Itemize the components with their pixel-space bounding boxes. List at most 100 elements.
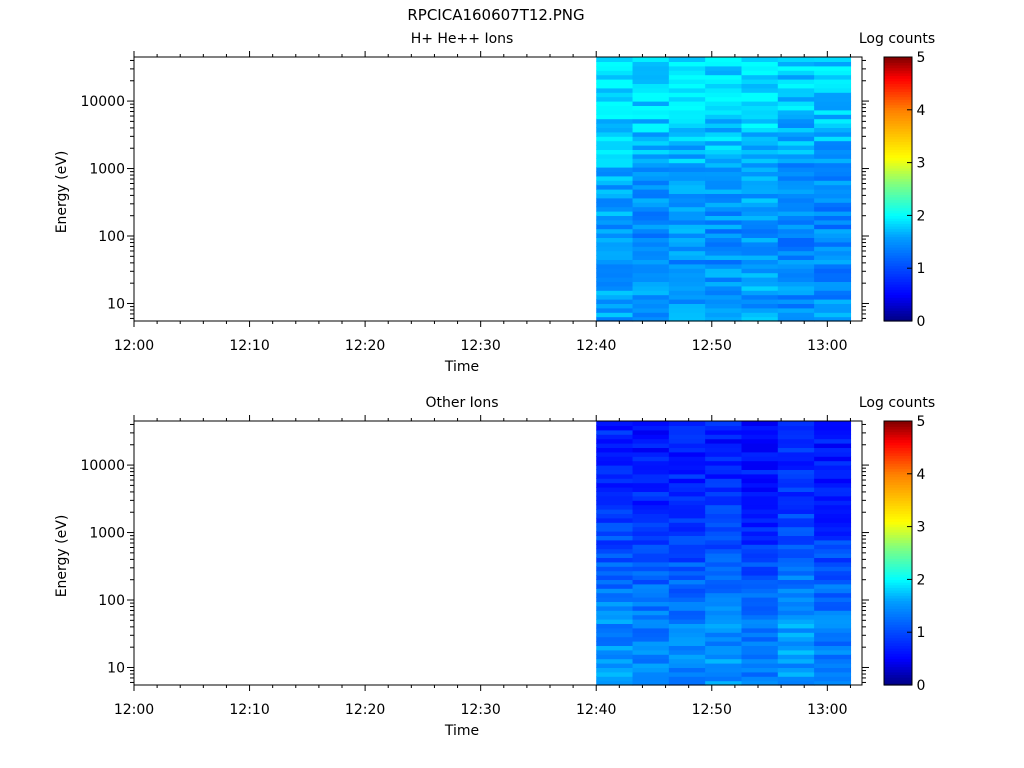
heatmap-cell bbox=[668, 233, 706, 238]
heatmap-cell bbox=[668, 526, 706, 532]
heatmap-cell bbox=[668, 281, 706, 287]
colorbar-band bbox=[884, 605, 912, 610]
heatmap-cell bbox=[705, 451, 743, 457]
heatmap-cell bbox=[632, 211, 670, 216]
heatmap-cell bbox=[705, 539, 743, 545]
heatmap-cell bbox=[777, 539, 815, 545]
heatmap-cell bbox=[705, 250, 743, 256]
heatmap-cell bbox=[814, 109, 852, 115]
heatmap-cell bbox=[814, 167, 852, 172]
heatmap-cell bbox=[668, 654, 706, 660]
heatmap-cell bbox=[668, 517, 706, 523]
heatmap-cell bbox=[741, 127, 779, 133]
heatmap-cell bbox=[632, 610, 670, 616]
heatmap-cell bbox=[705, 215, 743, 221]
heatmap-cell bbox=[596, 658, 634, 664]
heatmap-cell bbox=[705, 605, 743, 611]
heatmap-cell bbox=[632, 241, 670, 247]
colorbar-band bbox=[884, 637, 912, 641]
colorbar-tick-label: 1 bbox=[917, 261, 926, 277]
heatmap-cell bbox=[705, 241, 743, 247]
heatmap-cell bbox=[741, 228, 779, 234]
heatmap-cell bbox=[705, 610, 743, 616]
heatmap-cell bbox=[741, 65, 779, 71]
heatmap-cell bbox=[596, 96, 634, 102]
heatmap-cell bbox=[668, 473, 706, 479]
colorbar-band bbox=[884, 582, 912, 586]
heatmap-cell bbox=[596, 250, 634, 256]
heatmap-cell bbox=[705, 478, 743, 484]
heatmap-cell bbox=[668, 272, 706, 278]
heatmap-cell bbox=[596, 557, 634, 563]
heatmap-cell bbox=[741, 548, 779, 554]
heatmap-cell bbox=[668, 460, 706, 466]
heatmap-cell bbox=[777, 105, 815, 111]
colorbar-band bbox=[884, 663, 912, 668]
heatmap-cell bbox=[632, 667, 670, 673]
heatmap-cell bbox=[705, 526, 743, 532]
heatmap-cell bbox=[705, 588, 743, 594]
heatmap-cell bbox=[705, 299, 743, 304]
heatmap-cell bbox=[814, 131, 852, 137]
heatmap-cell bbox=[705, 211, 743, 216]
heatmap-cell bbox=[668, 114, 706, 120]
panels: H+ He++ Ions 12:00 12:10 12:20 12:30 12:40 12:… bbox=[54, 31, 935, 739]
heatmap-cell bbox=[741, 189, 779, 194]
heatmap-cell bbox=[596, 167, 634, 172]
heatmap-cell bbox=[632, 233, 670, 238]
heatmap-cell bbox=[705, 158, 743, 164]
heatmap-cell bbox=[741, 96, 779, 102]
heatmap-cell bbox=[777, 588, 815, 594]
heatmap-cell bbox=[596, 583, 634, 589]
colorbar-tick-label: 2 bbox=[917, 572, 926, 588]
heatmap-cell bbox=[741, 658, 779, 664]
heatmap-cell bbox=[668, 425, 706, 431]
heatmap-cell bbox=[632, 167, 670, 172]
heatmap-cell bbox=[632, 504, 670, 510]
heatmap-cell bbox=[596, 509, 634, 514]
colorbar-band bbox=[884, 508, 912, 512]
heatmap-cell bbox=[668, 180, 706, 186]
heatmap-cell bbox=[814, 101, 852, 106]
heatmap-cell bbox=[705, 636, 743, 642]
heatmap-cell bbox=[814, 241, 852, 247]
heatmap-cell bbox=[668, 219, 706, 225]
heatmap-cell bbox=[741, 619, 779, 624]
heatmap-cell bbox=[632, 588, 670, 594]
heatmap-cell bbox=[705, 237, 743, 243]
y-tick-label: 10000 bbox=[80, 458, 125, 474]
colorbar-band bbox=[884, 658, 912, 662]
heatmap-cell bbox=[632, 153, 670, 159]
heatmap-cell bbox=[777, 303, 815, 309]
heatmap-cell bbox=[777, 473, 815, 479]
heatmap-cell bbox=[777, 579, 815, 585]
heatmap-cell bbox=[705, 228, 743, 234]
heatmap-cell bbox=[596, 215, 634, 221]
heatmap-cell bbox=[705, 109, 743, 115]
heatmap-cell bbox=[814, 215, 852, 221]
heatmap-cell bbox=[705, 619, 743, 624]
colorbar-band bbox=[884, 516, 912, 520]
heatmap-cell bbox=[777, 263, 815, 269]
heatmap-cell bbox=[668, 127, 706, 133]
heatmap-cell bbox=[741, 566, 779, 572]
heatmap-cell bbox=[814, 219, 852, 225]
heatmap-cell bbox=[596, 575, 634, 580]
y-axis-label: Energy (eV) bbox=[54, 515, 70, 598]
heatmap-cell bbox=[741, 263, 779, 269]
heatmap-cell bbox=[596, 237, 634, 243]
heatmap-cell bbox=[668, 447, 706, 453]
panel-title: Other Ions bbox=[425, 395, 498, 411]
heatmap-cell bbox=[632, 676, 670, 682]
heatmap-cell bbox=[596, 636, 634, 642]
heatmap-cell bbox=[632, 548, 670, 554]
heatmap-cell bbox=[777, 544, 815, 550]
heatmap-cell bbox=[632, 434, 670, 440]
heatmap-cell bbox=[596, 259, 634, 265]
heatmap-cell bbox=[777, 614, 815, 620]
heatmap-cell bbox=[596, 667, 634, 673]
colorbar-band bbox=[884, 497, 912, 501]
heatmap-cell bbox=[777, 127, 815, 133]
heatmap-cell bbox=[777, 281, 815, 287]
heatmap-cell bbox=[705, 517, 743, 523]
